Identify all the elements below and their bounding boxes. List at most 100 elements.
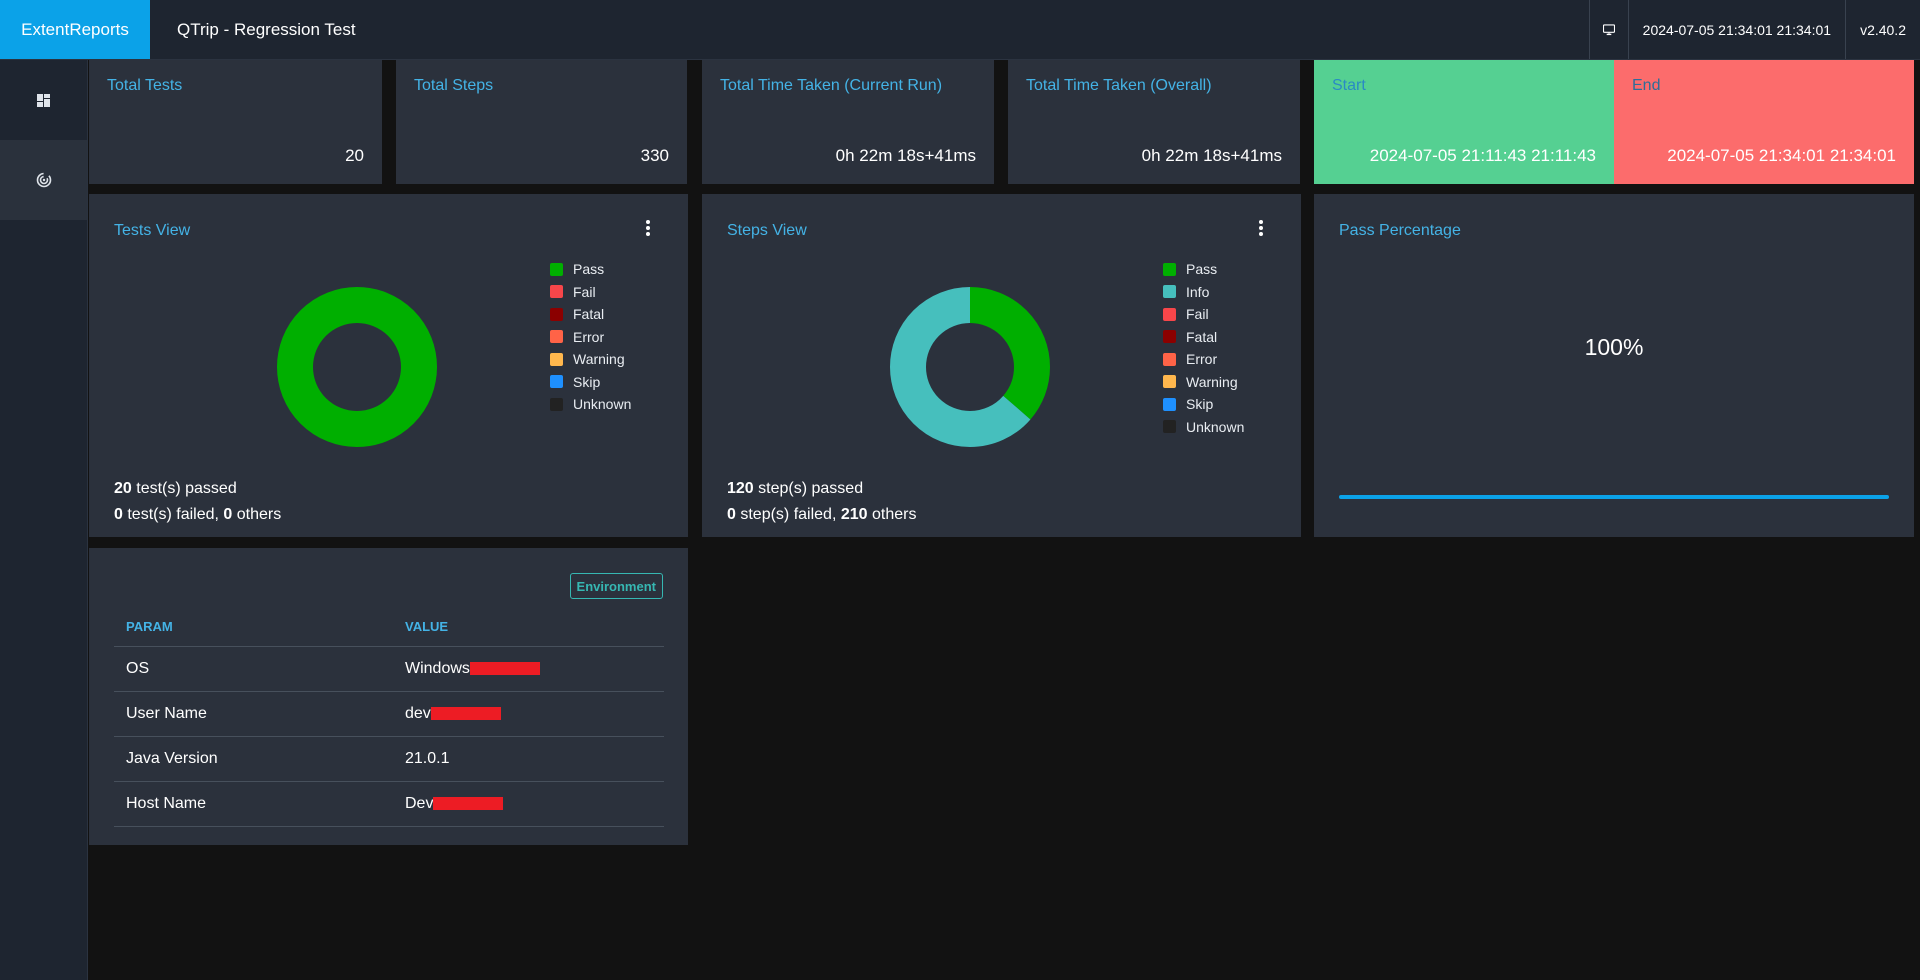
dashboard-icon: [37, 93, 50, 107]
environment-table-header: PARAM VALUE: [114, 606, 664, 647]
table-row: OS Windows: [114, 646, 664, 692]
pass-percentage-title: Pass Percentage: [1339, 222, 1461, 239]
tests-legend-item-error[interactable]: Error: [550, 326, 631, 349]
legend-label: Fail: [1186, 306, 1209, 323]
sidebar-item-dashboard[interactable]: [0, 60, 87, 140]
donut-slice-info[interactable]: [890, 287, 1050, 447]
legend-swatch: [1163, 307, 1176, 321]
time-overall-value: 0h 22m 18s+41ms: [1141, 146, 1282, 165]
tests-summary-passed: 20 test(s) passed: [114, 480, 237, 497]
steps-view-card: Steps View Pass Info Fail Fatal Error Warning…: [702, 194, 1301, 537]
start-label: Start: [1332, 77, 1366, 94]
param-cell: Java Version: [114, 736, 393, 782]
legend-label: Pass: [1186, 261, 1218, 278]
time-overall-card: Total Time Taken (Overall) 0h 22m 18s+41…: [1008, 60, 1300, 184]
legend-label: Fatal: [573, 306, 605, 323]
version-label: v2.40.2: [1845, 0, 1920, 59]
tests-legend-item-pass[interactable]: Pass: [550, 258, 631, 281]
legend-label: Skip: [1186, 396, 1214, 413]
tests-legend-item-fatal[interactable]: Fatal: [550, 303, 631, 326]
legend-swatch: [1163, 397, 1176, 411]
total-tests-label: Total Tests: [107, 77, 183, 94]
total-steps-label: Total Steps: [414, 77, 494, 94]
param-column-header: PARAM: [114, 606, 393, 647]
legend-swatch: [1163, 375, 1176, 389]
tests-view-menu-icon[interactable]: [646, 220, 650, 238]
table-row: User Name dev: [114, 691, 664, 737]
legend-swatch: [550, 262, 563, 276]
param-cell: OS: [114, 646, 393, 692]
tests-legend-item-warning[interactable]: Warning: [550, 348, 631, 371]
environment-table: PARAM VALUE OS Windows User Name dev Jav…: [114, 606, 664, 827]
value-cell: Dev: [393, 781, 664, 827]
environment-button[interactable]: Environment: [569, 573, 663, 599]
steps-view-legend: Pass Info Fail Fatal Error Warning Skip Unknown: [1163, 258, 1244, 438]
pass-percentage-value: 100%: [1584, 334, 1644, 360]
spiral-icon: [36, 172, 51, 188]
legend-label: Info: [1186, 283, 1210, 300]
tests-legend-item-unknown[interactable]: Unknown: [550, 393, 631, 416]
donut-slice-pass[interactable]: [277, 287, 437, 447]
total-steps-value: 330: [640, 146, 669, 165]
steps-view-menu-icon[interactable]: [1259, 220, 1263, 238]
legend-label: Warning: [573, 351, 625, 368]
legend-label: Skip: [573, 373, 601, 390]
tests-view-title: Tests View: [114, 222, 191, 239]
legend-swatch: [1163, 262, 1176, 276]
steps-legend-item-fail[interactable]: Fail: [1163, 303, 1244, 326]
steps-view-title: Steps View: [727, 222, 807, 239]
total-steps-card: Total Steps 330: [396, 60, 687, 184]
steps-summary-passed: 120 step(s) passed: [727, 480, 864, 497]
legend-label: Error: [573, 328, 605, 345]
time-current-value: 0h 22m 18s+41ms: [835, 146, 976, 165]
end-card: End 2024-07-05 21:34:01 21:34:01: [1614, 60, 1914, 184]
tests-view-donut-chart: [277, 287, 437, 447]
start-value: 2024-07-05 21:11:43 21:11:43: [1369, 146, 1596, 165]
table-row: Host Name Dev: [114, 781, 664, 827]
total-tests-card: Total Tests 20: [89, 60, 382, 184]
total-tests-value: 20: [345, 146, 364, 165]
time-current-card: Total Time Taken (Current Run) 0h 22m 18…: [702, 60, 994, 184]
time-current-label: Total Time Taken (Current Run): [720, 77, 943, 94]
monitor-icon[interactable]: [1588, 0, 1628, 59]
legend-label: Fail: [573, 283, 596, 300]
legend-swatch: [1163, 352, 1176, 366]
time-overall-label: Total Time Taken (Overall): [1026, 77, 1212, 94]
tests-view-card: Tests View Pass Fail Fatal Error Warning Skip…: [89, 194, 688, 537]
legend-swatch: [550, 285, 563, 299]
tests-legend-item-skip[interactable]: Skip: [550, 371, 631, 394]
value-cell: Windows: [393, 646, 664, 692]
legend-swatch: [550, 397, 563, 411]
steps-legend-item-warning[interactable]: Warning: [1163, 371, 1244, 394]
legend-label: Fatal: [1186, 328, 1218, 345]
steps-view-donut-chart: [890, 287, 1050, 447]
legend-label: Unknown: [1186, 418, 1245, 435]
redaction-mark: [469, 662, 540, 676]
steps-legend-item-unknown[interactable]: Unknown: [1163, 416, 1244, 439]
legend-swatch: [1163, 420, 1176, 434]
report-name: QTrip - Regression Test: [177, 19, 356, 39]
sidebar-item-tests[interactable]: [0, 140, 87, 220]
value-cell: 21.0.1: [393, 736, 664, 782]
sidebar: [0, 60, 88, 980]
tests-summary-failed: 0 test(s) failed, 0 others: [114, 506, 282, 523]
legend-label: Warning: [1186, 373, 1238, 390]
legend-swatch: [1163, 330, 1176, 344]
steps-legend-item-skip[interactable]: Skip: [1163, 393, 1244, 416]
tests-view-legend: Pass Fail Fatal Error Warning Skip Unknown: [550, 258, 631, 416]
tests-legend-item-fail[interactable]: Fail: [550, 281, 631, 304]
legend-swatch: [550, 352, 563, 366]
topbar-right: 2024-07-05 21:34:01 21:34:01 v2.40.2: [1588, 0, 1920, 59]
steps-legend-item-error[interactable]: Error: [1163, 348, 1244, 371]
steps-legend-item-fatal[interactable]: Fatal: [1163, 326, 1244, 349]
pass-percentage-progress-bar: [1339, 495, 1889, 499]
value-cell: dev: [393, 691, 664, 737]
steps-legend-item-pass[interactable]: Pass: [1163, 258, 1244, 281]
end-label: End: [1632, 77, 1661, 94]
brand-logo[interactable]: ExtentReports: [0, 0, 150, 59]
steps-legend-item-info[interactable]: Info: [1163, 281, 1244, 304]
param-cell: Host Name: [114, 781, 393, 827]
legend-swatch: [550, 330, 563, 344]
legend-label: Error: [1186, 351, 1218, 368]
end-value: 2024-07-05 21:34:01 21:34:01: [1667, 146, 1896, 165]
